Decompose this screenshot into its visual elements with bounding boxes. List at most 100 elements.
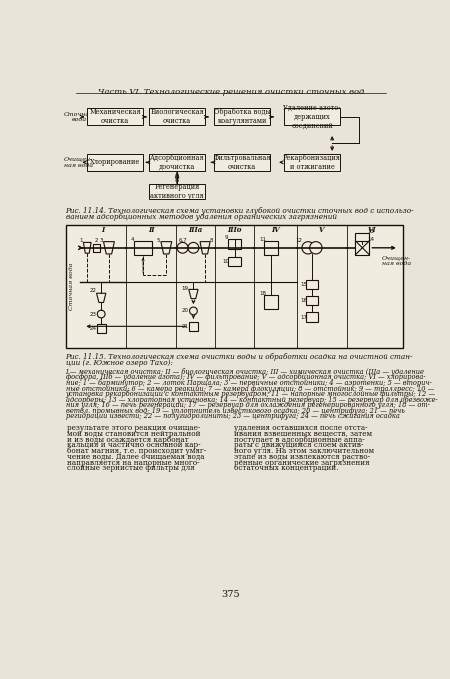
- Bar: [214, 109, 270, 126]
- Text: направляется на напорные много-: направляется на напорные много-: [67, 458, 200, 466]
- Text: 375: 375: [221, 590, 240, 599]
- Text: Рис. 11.15. Технологическая схема очистки воды и обработки осадка на очистной ст: Рис. 11.15. Технологическая схема очистк…: [66, 352, 413, 361]
- Text: I: I: [101, 226, 104, 234]
- Text: 12: 12: [295, 238, 302, 242]
- Text: Очищен-
ная вода: Очищен- ная вода: [382, 255, 411, 266]
- Text: Биологическая
очистка: Биологическая очистка: [150, 109, 204, 126]
- Bar: [306, 280, 318, 289]
- Text: регидрации извести; 22 — полугидролиниты; 23 — центрифуга; 24 — печь сжигания ос: регидрации извести; 22 — полугидролиниты…: [66, 412, 400, 420]
- Bar: [284, 109, 340, 126]
- Bar: [149, 184, 205, 200]
- Text: бонат магния, т.е. происходит умяг-: бонат магния, т.е. происходит умяг-: [67, 447, 207, 455]
- Text: 18: 18: [259, 291, 266, 296]
- Text: 16: 16: [300, 297, 307, 303]
- Bar: [356, 233, 369, 244]
- Text: 22: 22: [90, 289, 97, 293]
- Circle shape: [302, 242, 314, 254]
- Text: и из воды осаждается карбонат: и из воды осаждается карбонат: [67, 435, 189, 443]
- Text: Хлорирование: Хлорирование: [90, 158, 140, 166]
- Text: 19: 19: [181, 286, 189, 291]
- Bar: [228, 238, 242, 249]
- Text: Очищен-
ная вода: Очищен- ная вода: [64, 157, 93, 168]
- Circle shape: [97, 310, 105, 318]
- Text: VI: VI: [368, 226, 376, 234]
- Polygon shape: [189, 289, 198, 299]
- Text: Удаление азото-
держащих
соединений: Удаление азото- держащих соединений: [283, 104, 341, 130]
- Text: 24: 24: [90, 326, 97, 331]
- Polygon shape: [161, 242, 172, 254]
- Text: этапе из воды извлекаются раство-: этапе из воды извлекаются раство-: [234, 453, 371, 461]
- Text: ветвл. промывных вод; 19 — уплотнитель известкового осадка; 20 — центрифуга; 21 : ветвл. промывных вод; 19 — уплотнитель и…: [66, 407, 405, 415]
- Bar: [284, 154, 340, 171]
- Polygon shape: [200, 242, 210, 254]
- Text: 15: 15: [300, 282, 307, 287]
- Circle shape: [177, 242, 188, 253]
- Text: 13: 13: [367, 229, 374, 234]
- Bar: [264, 295, 278, 309]
- Text: II: II: [148, 226, 154, 234]
- Bar: [134, 241, 153, 255]
- Text: 3: 3: [99, 238, 103, 242]
- Text: IV: IV: [271, 226, 279, 234]
- Text: IIIа: IIIа: [189, 226, 203, 234]
- Bar: [149, 154, 205, 171]
- Bar: [306, 312, 318, 322]
- Text: адсорберы; 13 — хлораторная установка; 14 — контактный резервуар; 15 — резервуар: адсорберы; 13 — хлораторная установка; 1…: [66, 396, 437, 403]
- Text: 2: 2: [95, 238, 98, 243]
- Bar: [149, 109, 205, 126]
- Text: 5: 5: [157, 238, 160, 242]
- Text: Часть VI. Технологические решения очистки сточных вод: Часть VI. Технологические решения очистк…: [98, 88, 364, 96]
- Text: поступает в адсорбционные аппа-: поступает в адсорбционные аппа-: [234, 435, 365, 443]
- Text: 6,7: 6,7: [178, 238, 187, 242]
- Text: Адсорбционная
доочистка: Адсорбционная доочистка: [150, 154, 204, 171]
- Text: Обработка воды
коагулянтами: Обработка воды коагулянтами: [214, 109, 270, 126]
- Text: 1: 1: [79, 238, 83, 243]
- Text: ного угля. На этом заключительном: ного угля. На этом заключительном: [234, 447, 374, 455]
- Text: I — механическая очистка; II — биологическая очистка; III — химическая очистка (: I — механическая очистка; II — биологиче…: [66, 368, 424, 376]
- Bar: [97, 324, 106, 333]
- Text: мой воды становится нейтральной: мой воды становится нейтральной: [67, 430, 201, 438]
- Text: Сточная
вода: Сточная вода: [64, 111, 94, 122]
- Text: Сточная вода: Сточная вода: [69, 263, 74, 310]
- Bar: [356, 241, 369, 255]
- Text: фосфора, IIIб — удаление азота); IV — фильтрование; V — адсорбционная очистка; V: фосфора, IIIб — удаление азота); IV — фи…: [66, 373, 425, 382]
- Text: слойные зернистые фильтры для: слойные зернистые фильтры для: [67, 464, 195, 473]
- Text: установка рекарбонизации с контактным резервуаром; 11 — напорные многослойные фи: установка рекарбонизации с контактным ре…: [66, 390, 436, 398]
- Text: 21: 21: [181, 324, 189, 329]
- Text: 17: 17: [300, 314, 307, 320]
- Text: Рис. 11.14. Технологическая схема установки глубокой очистки сточных вод с испол: Рис. 11.14. Технологическая схема устано…: [66, 207, 414, 215]
- Text: 11: 11: [259, 237, 266, 242]
- Text: 23: 23: [90, 312, 97, 316]
- Bar: [87, 154, 143, 171]
- Circle shape: [188, 242, 199, 253]
- Text: остаточных концентраций.: остаточных концентраций.: [234, 464, 339, 473]
- Text: Механическая
очистка: Механическая очистка: [90, 109, 141, 126]
- Text: чение воды. Далее очищаемая вода: чение воды. Далее очищаемая вода: [67, 453, 205, 461]
- Text: Фильтровальная
очистка: Фильтровальная очистка: [213, 154, 271, 171]
- Text: V: V: [319, 226, 324, 234]
- Text: раты с движущимся слоем актив-: раты с движущимся слоем актив-: [234, 441, 364, 449]
- Text: 10: 10: [222, 259, 230, 264]
- Text: Регенерация
активного угля: Регенерация активного угля: [150, 183, 204, 200]
- Text: ванием адсорбционных методов удаления органических загрязнений: ванием адсорбционных методов удаления ор…: [66, 213, 337, 221]
- Text: ные отстойники; 6 — камера реакции; 7 — камера флокуляции; 8 — отстойник; 9 — тр: ные отстойники; 6 — камера реакции; 7 — …: [66, 384, 434, 392]
- Bar: [66, 225, 403, 348]
- Text: ния угля; 16 — печь регенерации; 17 — резервуар для охлаждения регенерированного: ния угля; 16 — печь регенерации; 17 — ре…: [66, 401, 429, 409]
- Text: 9: 9: [224, 234, 228, 240]
- Text: 20: 20: [181, 308, 189, 314]
- Polygon shape: [83, 242, 91, 253]
- Bar: [228, 257, 242, 266]
- Bar: [93, 244, 100, 252]
- Bar: [264, 241, 278, 255]
- Polygon shape: [97, 293, 106, 302]
- Text: ции (г. Южное озеро Тахо):: ции (г. Южное озеро Тахо):: [66, 359, 172, 367]
- Bar: [214, 154, 270, 171]
- Text: рённые органические загрязнения: рённые органические загрязнения: [234, 458, 370, 466]
- Circle shape: [310, 242, 322, 254]
- Text: ивания взвешенных веществ, затем: ивания взвешенных веществ, затем: [234, 430, 373, 438]
- Text: Рекарбонизация
и отжигание: Рекарбонизация и отжигание: [283, 154, 341, 171]
- Polygon shape: [104, 242, 114, 254]
- Text: 8: 8: [210, 238, 213, 242]
- Text: IIIб: IIIб: [227, 226, 242, 234]
- Text: 14: 14: [367, 237, 374, 242]
